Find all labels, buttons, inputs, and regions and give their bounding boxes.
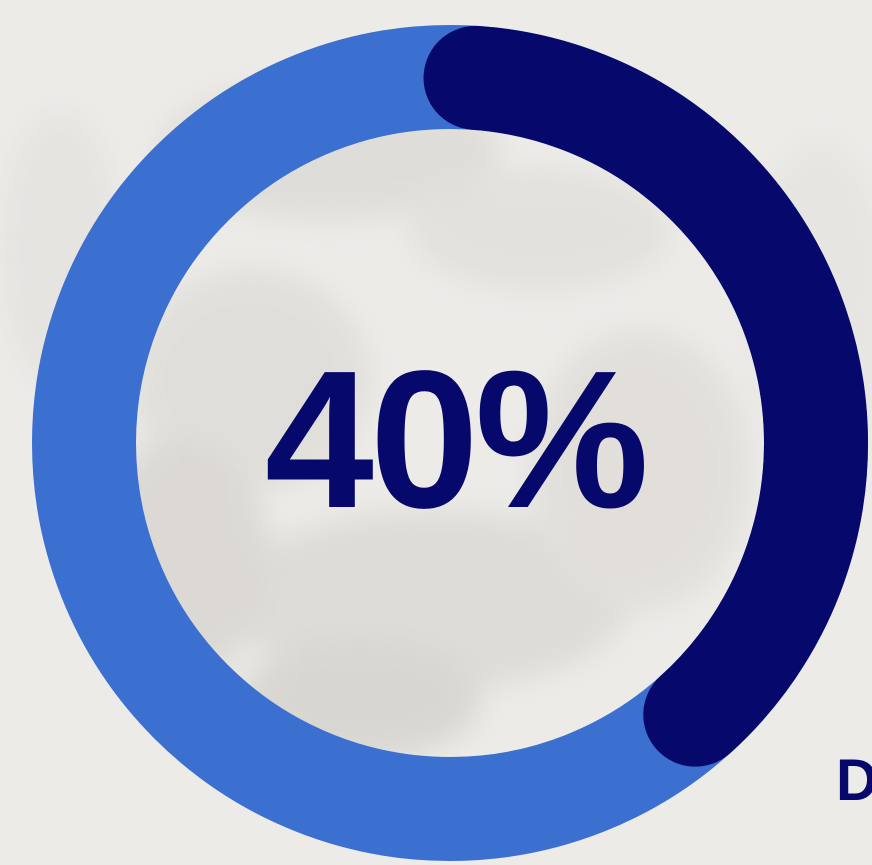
donut-value-segment xyxy=(423,25,868,767)
cropped-caption-text: D xyxy=(836,748,872,813)
percentage-value: 40% xyxy=(264,330,649,549)
